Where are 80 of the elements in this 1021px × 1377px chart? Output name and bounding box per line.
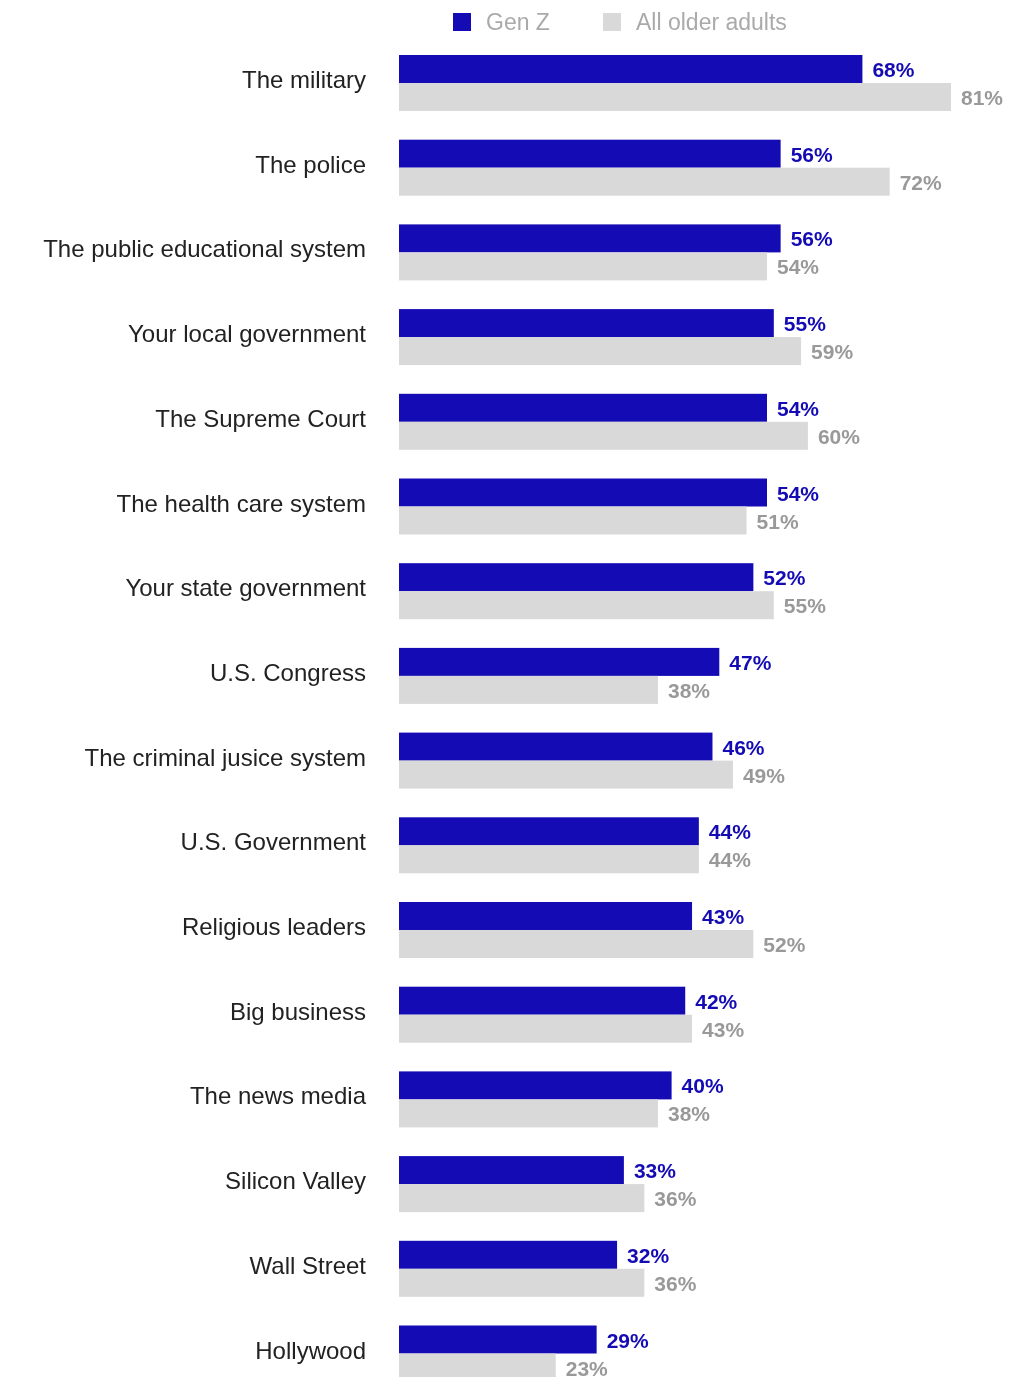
y-tick-label: U.S. Government <box>180 828 367 856</box>
data-label: 54% <box>777 396 820 420</box>
bar <box>399 167 890 196</box>
data-label: 38% <box>667 678 711 702</box>
data-label: 72% <box>899 170 943 194</box>
data-label: 68% <box>872 58 915 81</box>
data-label: 43% <box>702 1017 745 1041</box>
bar <box>399 83 951 111</box>
data-label: 55% <box>783 312 827 336</box>
data-label: 29% <box>606 1328 649 1352</box>
bar <box>399 337 802 366</box>
bar <box>399 647 720 676</box>
data-label: 54% <box>777 481 820 505</box>
data-label: 23% <box>565 1356 609 1377</box>
data-label: 46% <box>722 735 765 759</box>
data-label: 43% <box>702 905 745 928</box>
bar <box>399 563 754 592</box>
data-label: 59% <box>811 340 854 364</box>
bar <box>399 252 767 281</box>
bar <box>399 139 781 168</box>
bar <box>399 760 733 789</box>
bar <box>399 930 754 958</box>
y-tick-label: Your state government <box>125 574 367 602</box>
bar <box>399 986 686 1015</box>
data-label: 60% <box>817 424 861 448</box>
bar <box>399 506 747 535</box>
bar <box>399 1071 672 1100</box>
bar <box>399 224 781 253</box>
data-label: 36% <box>654 1271 697 1295</box>
y-tick-label: The criminal jusice system <box>84 743 366 771</box>
bar <box>399 55 863 83</box>
bar <box>399 478 767 507</box>
data-label: 44% <box>708 820 752 844</box>
data-label: 44% <box>708 848 752 872</box>
bar <box>399 1240 618 1269</box>
legend-label: All older adults <box>636 9 787 35</box>
data-label: 52% <box>763 566 806 590</box>
bar <box>399 902 693 930</box>
bar <box>399 421 808 450</box>
y-tick-label: The Supreme Court <box>155 404 367 432</box>
data-label: 38% <box>667 1102 711 1126</box>
bar <box>399 1156 624 1185</box>
y-tick-label: U.S. Congress <box>209 658 366 686</box>
legend-label: Gen Z <box>486 9 550 35</box>
bar <box>399 591 774 620</box>
data-label: 52% <box>763 933 806 956</box>
y-tick-label: The police <box>255 150 366 178</box>
y-tick-label: Your local government <box>128 320 367 348</box>
bar <box>399 732 713 761</box>
data-label: 54% <box>777 255 820 279</box>
bar <box>399 675 658 704</box>
bar <box>399 845 699 874</box>
y-tick-label: Wall Street <box>249 1251 367 1279</box>
y-tick-label: The news media <box>189 1082 367 1110</box>
data-label: 36% <box>654 1187 697 1211</box>
data-label: 51% <box>756 509 799 533</box>
bar <box>399 817 699 846</box>
bar <box>399 1014 693 1043</box>
bar <box>399 1184 645 1213</box>
data-label: 40% <box>681 1074 724 1098</box>
data-label: 32% <box>627 1243 670 1267</box>
data-label: 42% <box>695 989 738 1013</box>
y-tick-label: Hollywood <box>255 1336 366 1364</box>
y-tick-label: Silicon Valley <box>225 1167 366 1195</box>
bar <box>399 393 767 422</box>
y-tick-label: Big business <box>229 997 366 1025</box>
y-tick-label: The military <box>241 66 366 93</box>
y-tick-label: The health care system <box>116 489 366 517</box>
y-tick-label: Religious leaders <box>181 913 366 940</box>
y-tick-label: The public educational system <box>43 235 366 263</box>
data-label: 55% <box>783 594 827 618</box>
data-label: 33% <box>633 1159 677 1183</box>
bar <box>399 1268 645 1297</box>
data-label: 56% <box>790 142 833 166</box>
bar <box>399 1099 658 1128</box>
data-label: 47% <box>729 650 772 674</box>
data-label: 49% <box>742 763 786 787</box>
bar <box>399 309 774 338</box>
data-label: 81% <box>961 86 1004 109</box>
data-label: 56% <box>790 227 833 251</box>
